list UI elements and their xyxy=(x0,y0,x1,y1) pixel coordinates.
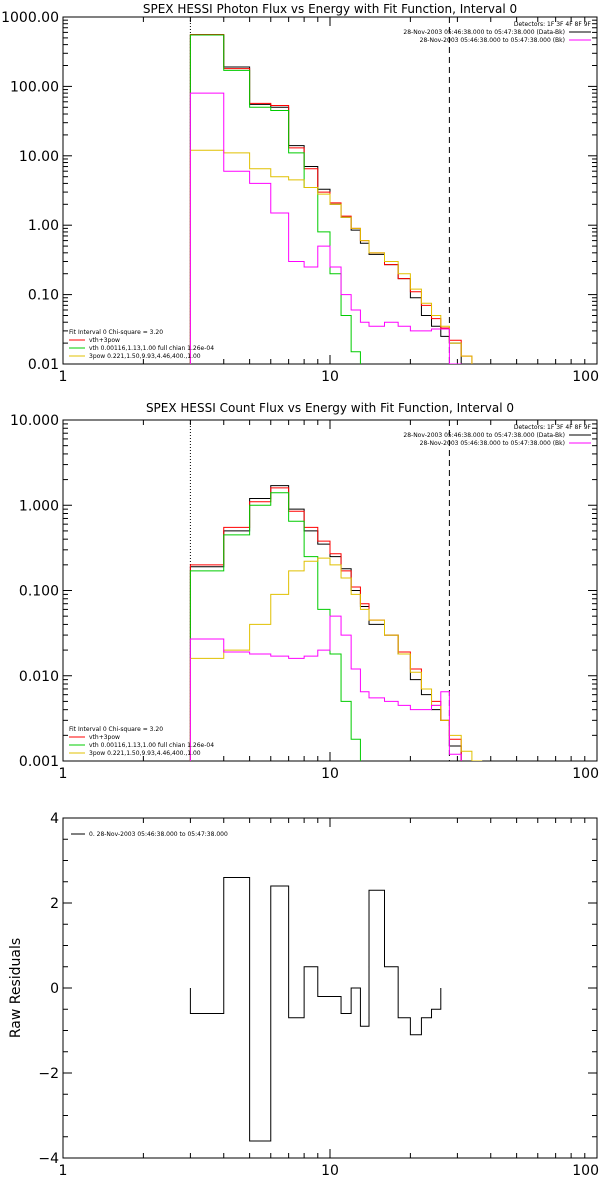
y-tick-label: 0.01 xyxy=(28,357,59,373)
y-tick-label: 10.000 xyxy=(10,413,59,429)
legend-entry: Detectors: 1F 3F 4F 8F 9F xyxy=(514,21,592,28)
y-tick-label: 10.00 xyxy=(19,149,59,165)
y-tick-label: −2 xyxy=(38,1066,59,1082)
legend-entry: Fit Interval 0 Chi-square = 3.20 xyxy=(69,329,163,336)
chart-panel-2: SPEX HESSI Count Flux vs Energy with Fit… xyxy=(10,401,599,782)
y-axis-label: Raw Residuals xyxy=(8,938,24,1038)
y-tick-label: 1000.00 xyxy=(1,10,59,26)
legend-entry: Fit Interval 0 Chi-square = 3.20 xyxy=(69,726,163,733)
x-tick-label: 1 xyxy=(59,369,68,385)
legend-entry: 3pow 0.221,1.50,9.93,4.46,400.,1.00 xyxy=(89,353,201,360)
series-line-data-bk xyxy=(189,34,462,364)
legend-entry: 28-Nov-2003 05:46:38.000 to 05:47:38.000… xyxy=(403,432,565,439)
plot-frame xyxy=(62,419,598,762)
chart-title: SPEX HESSI Count Flux vs Energy with Fit… xyxy=(146,401,514,415)
y-tick-label: 0.100 xyxy=(19,584,59,600)
series-line-vth-3pow xyxy=(189,33,473,364)
x-tick-label: 10 xyxy=(321,1163,339,1179)
legend-entry: vth+3pow xyxy=(89,734,120,741)
x-tick-label: 1 xyxy=(59,766,68,782)
y-tick-label: 100.00 xyxy=(10,79,59,95)
legend-entry: 3pow 0.221,1.50,9.93,4.46,400.,1.00 xyxy=(89,750,201,757)
x-tick-label: 100 xyxy=(572,766,599,782)
series-group xyxy=(189,33,473,364)
series-line-3pow xyxy=(189,557,483,761)
x-tick-label: 1 xyxy=(59,1163,68,1179)
series-line-bk xyxy=(189,92,462,364)
series-group xyxy=(189,485,483,761)
series-line-vth-3pow xyxy=(189,487,462,761)
x-tick-label: 100 xyxy=(572,369,599,385)
legend-entry: 28-Nov-2003 05:46:38.000 to 05:47:38.000… xyxy=(420,37,565,44)
legend-entry: 0. 28-Nov-2003 05:46:38.000 to 05:47:38.… xyxy=(89,831,228,838)
y-tick-label: 0 xyxy=(50,981,59,997)
series-line-vth xyxy=(189,34,361,364)
x-tick-label: 10 xyxy=(321,766,339,782)
x-tick-label: 100 xyxy=(572,1163,599,1179)
series-line-bk xyxy=(189,615,462,761)
x-tick-label: 10 xyxy=(321,369,339,385)
chart-title: SPEX HESSI Photon Flux vs Energy with Fi… xyxy=(143,2,517,16)
chart-panel-1: SPEX HESSI Photon Flux vs Energy with Fi… xyxy=(1,2,599,385)
y-tick-label: 0.010 xyxy=(19,669,59,685)
legend-entry: 28-Nov-2003 05:46:38.000 to 05:47:38.000… xyxy=(420,440,565,447)
legend-entry: vth+3pow xyxy=(89,337,120,344)
series-line-3pow xyxy=(189,149,473,364)
y-tick-label: 2 xyxy=(50,896,59,912)
y-tick-label: −4 xyxy=(38,1151,59,1167)
y-tick-label: 4 xyxy=(50,811,59,827)
legend-entry: vth 0.00116,1.13,1.00 full chian 1.26e-0… xyxy=(89,742,214,749)
y-tick-label: 0.001 xyxy=(19,754,59,770)
y-tick-label: 1.00 xyxy=(28,218,59,234)
legend-entry: 28-Nov-2003 05:46:38.000 to 05:47:38.000… xyxy=(403,29,565,36)
y-tick-label: 0.10 xyxy=(28,288,59,304)
legend-entry: vth 0.00116,1.13,1.00 full chian 1.26e-0… xyxy=(89,345,214,352)
series-line-vth xyxy=(189,492,361,761)
plot-frame xyxy=(62,817,598,1159)
y-tick-label: 1.000 xyxy=(19,498,59,514)
legend-entry: Detectors: 1F 3F 4F 8F 9F xyxy=(514,424,592,431)
series-group xyxy=(189,877,442,1142)
series-line-0-28-nov-2003-05-46-38-000-to-05-47-38-000 xyxy=(189,877,442,1142)
chart-panel-3: Raw Residuals 1 10 100 −4 −2 0 2 4 0. 28-Nov-2003… xyxy=(8,811,599,1179)
